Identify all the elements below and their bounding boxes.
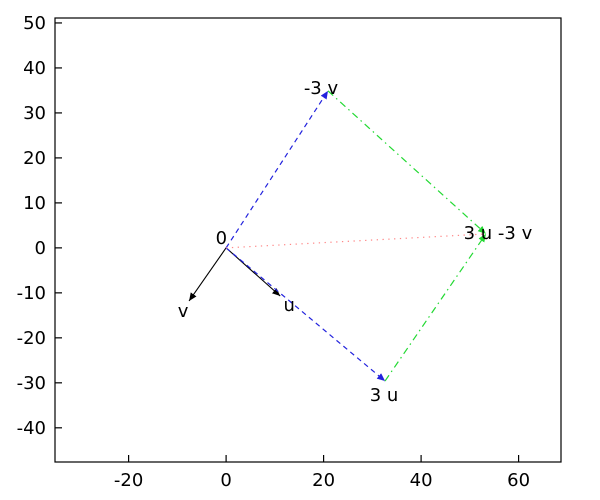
x-tick-label: -20	[114, 470, 143, 491]
plot-frame	[54, 17, 562, 463]
y-tick-label: 20	[23, 148, 46, 169]
y-tick-label: -40	[17, 418, 46, 439]
vector-minus3v	[225, 90, 329, 249]
point-label-origin: 0	[216, 228, 227, 249]
y-tick-label: 50	[23, 13, 46, 34]
y-tick-label: 30	[23, 103, 46, 124]
vector-3u	[225, 247, 386, 382]
x-tick-label: 0	[220, 470, 231, 491]
x-tick-label: 60	[507, 470, 530, 491]
y-tick-label: -20	[17, 328, 46, 349]
point-label-v: v	[178, 301, 189, 322]
point-label-minus3v: -3 v	[304, 78, 339, 99]
y-tick-label: 0	[35, 238, 46, 259]
vector-v	[188, 247, 227, 302]
x-tick-label: 20	[312, 470, 335, 491]
y-tick-label: 40	[23, 58, 46, 79]
y-tick-label: 10	[23, 193, 46, 214]
diagonal-to-sum	[226, 233, 486, 249]
y-tick-label: -30	[17, 373, 46, 394]
edge-minus3v-to-sum	[327, 90, 487, 235]
y-tick-label: -10	[17, 283, 46, 304]
point-label-three_u: 3 u	[370, 385, 399, 406]
edge-3u-to-sum	[384, 233, 487, 382]
x-tick-label: 40	[410, 470, 433, 491]
point-label-three_u_minus_3v: 3 u -3 v	[464, 223, 533, 244]
point-label-u: u	[284, 295, 295, 316]
